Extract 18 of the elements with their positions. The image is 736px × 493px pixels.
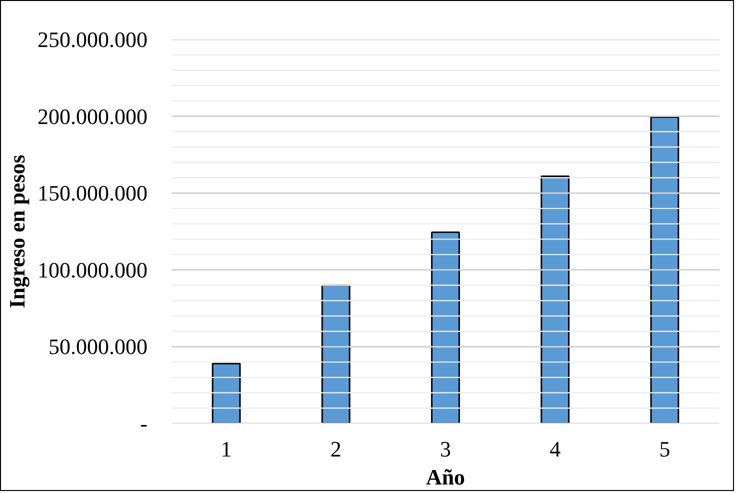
bar bbox=[212, 362, 241, 424]
y-tick-label: 250.000.000 bbox=[38, 27, 148, 52]
y-axis-title: Ingreso en pesos bbox=[4, 154, 30, 308]
y-tick-label: 150.000.000 bbox=[38, 180, 148, 206]
bar bbox=[321, 284, 350, 424]
x-tick-label: 2 bbox=[330, 436, 342, 462]
y-tick-label: 50.000.000 bbox=[48, 334, 148, 360]
x-tick-label: 5 bbox=[659, 436, 670, 462]
x-tick-label: 1 bbox=[220, 436, 232, 462]
bar bbox=[540, 175, 570, 424]
bar bbox=[650, 116, 680, 424]
x-tick-label: 3 bbox=[440, 436, 451, 462]
x-axis-title: Año bbox=[426, 464, 466, 490]
x-tick-label: 4 bbox=[550, 436, 561, 462]
bar bbox=[431, 232, 460, 424]
y-tick-label: 100.000.000 bbox=[38, 257, 148, 282]
y-tick-label: - bbox=[140, 411, 148, 436]
y-tick-label: 200.000.000 bbox=[38, 104, 148, 129]
